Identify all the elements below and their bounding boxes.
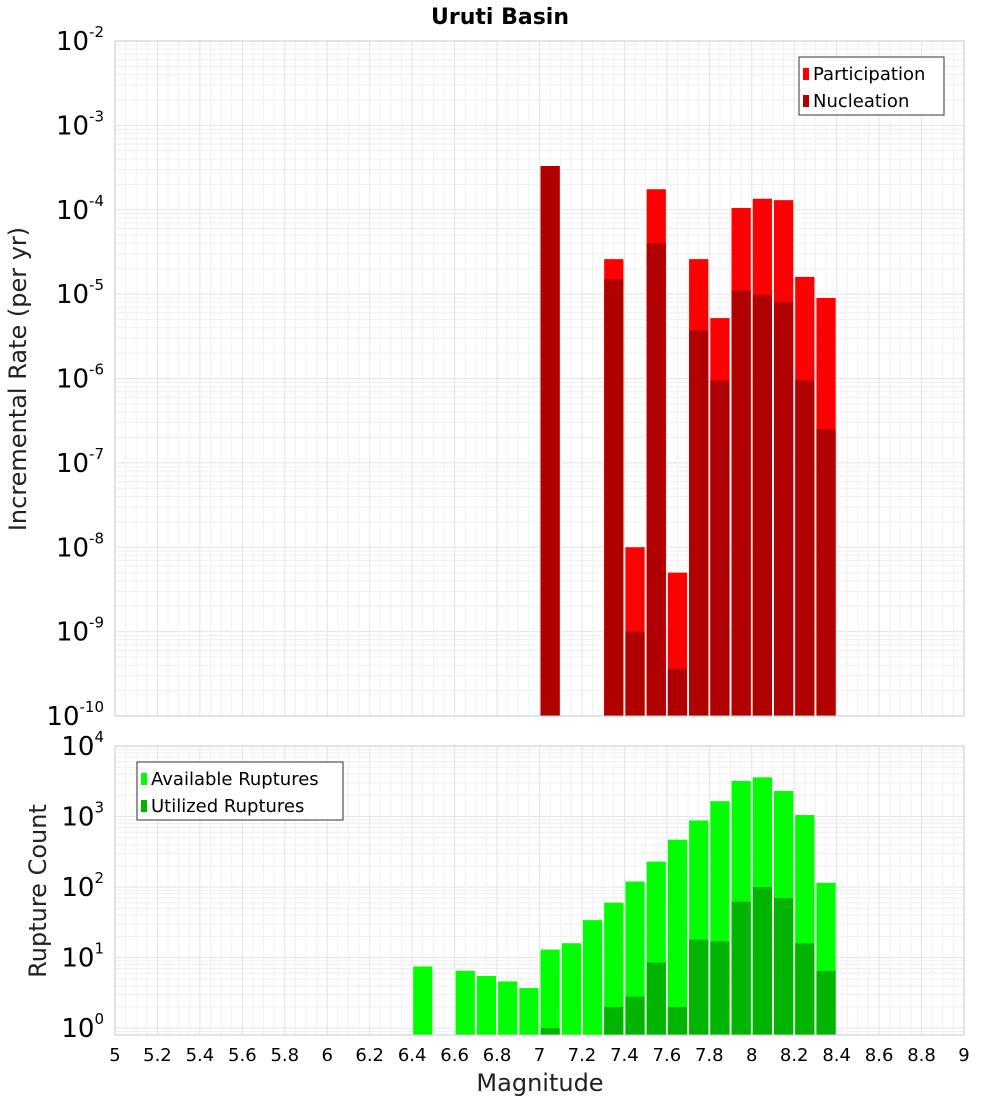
bottom-bar-available-ruptures xyxy=(561,943,581,1035)
bottom-bar-available-ruptures xyxy=(540,949,560,1035)
top-bar-nucleation xyxy=(752,294,772,716)
bottom-legend-label: Utilized Ruptures xyxy=(151,796,304,817)
x-tick-label: 8.2 xyxy=(780,1045,809,1066)
bottom-bar-available-ruptures xyxy=(519,988,539,1035)
bottom-bar-available-ruptures xyxy=(604,902,624,1035)
top-y-tick-label: 10-8 xyxy=(56,529,104,563)
bottom-y-tick-label: 103 xyxy=(61,799,104,833)
top-bar-nucleation xyxy=(710,380,730,716)
x-tick-label: 5.2 xyxy=(143,1045,172,1066)
bottom-legend: Available Ruptures Utilized Ruptures xyxy=(136,761,344,821)
x-tick-label: 8.4 xyxy=(822,1045,851,1066)
top-bar-nucleation xyxy=(625,631,645,717)
top-y-tick-label: 10-3 xyxy=(56,107,104,141)
x-axis-label: Magnitude xyxy=(476,1069,603,1097)
x-tick-label: 8.6 xyxy=(865,1045,894,1066)
bottom-bar-utilized-ruptures xyxy=(667,1006,688,1035)
top-bar-nucleation xyxy=(816,429,836,716)
top-legend-swatch xyxy=(803,95,809,107)
top-y-tick-label: 10-5 xyxy=(56,276,104,310)
top-grid xyxy=(114,40,965,717)
bottom-y-tick-label: 104 xyxy=(61,728,104,762)
x-tick-label: 5.4 xyxy=(186,1045,215,1066)
x-tick-label: 5.8 xyxy=(270,1045,299,1066)
top-y-tick-label: 10-9 xyxy=(56,614,104,648)
bottom-bars xyxy=(413,777,836,1035)
bottom-bar-utilized-ruptures xyxy=(646,962,666,1035)
x-tick-label: 7.8 xyxy=(695,1045,724,1066)
x-tick-label: 5 xyxy=(109,1045,120,1066)
bottom-bar-available-ruptures xyxy=(667,839,688,1035)
top-y-tick-label: 10-2 xyxy=(56,23,104,57)
bottom-y-tick-label: 101 xyxy=(61,940,104,974)
bottom-legend-swatch xyxy=(141,773,147,785)
bottom-y-axis-label: Rupture Count xyxy=(24,804,52,978)
top-bar-nucleation xyxy=(667,669,688,716)
chart-title: Uruti Basin xyxy=(431,5,569,30)
bottom-plot: 100 101 102 103 104 Available Ruptures Utilize… xyxy=(61,728,969,1066)
x-tick-label: 6.6 xyxy=(440,1045,469,1066)
x-tick-label: 6.2 xyxy=(355,1045,384,1066)
x-tick-label: 7 xyxy=(534,1045,545,1066)
x-tick-label: 9 xyxy=(958,1045,969,1066)
top-legend-label: Participation xyxy=(813,64,925,85)
bottom-bar-utilized-ruptures xyxy=(795,943,815,1035)
top-bar-nucleation xyxy=(773,302,794,716)
bottom-bar-utilized-ruptures xyxy=(540,1028,560,1035)
top-y-axis-label: Incremental Rate (per yr) xyxy=(4,227,32,531)
x-tick-label: 5.6 xyxy=(228,1045,257,1066)
top-legend: Participation Nucleation xyxy=(798,56,945,116)
top-bar-nucleation xyxy=(689,330,709,716)
bottom-legend-box xyxy=(136,761,344,821)
x-tick-label: 7.2 xyxy=(568,1045,597,1066)
top-bar-nucleation xyxy=(604,279,624,716)
x-tick-label: 6.8 xyxy=(483,1045,512,1066)
bottom-bar-utilized-ruptures xyxy=(689,939,709,1035)
x-tick-label: 8 xyxy=(746,1045,757,1066)
bottom-bar-available-ruptures xyxy=(476,975,497,1035)
bottom-bar-utilized-ruptures xyxy=(773,898,794,1035)
top-legend-box xyxy=(798,56,945,116)
x-tick-label: 6 xyxy=(322,1045,333,1066)
top-plot: 10-10 10-9 10-8 10-7 10-6 10-5 10-4 10-3 10-2 Par… xyxy=(46,23,965,732)
bottom-y-tick-label: 100 xyxy=(61,1010,104,1044)
top-bar-nucleation xyxy=(731,290,751,716)
top-bars xyxy=(540,166,836,717)
bottom-bar-utilized-ruptures xyxy=(816,970,836,1035)
bottom-legend-label: Available Ruptures xyxy=(151,769,319,790)
bottom-bar-utilized-ruptures xyxy=(604,1006,624,1035)
bottom-bar-utilized-ruptures xyxy=(710,941,730,1035)
bottom-bar-utilized-ruptures xyxy=(752,887,772,1035)
bottom-y-tick-label: 102 xyxy=(61,869,104,903)
top-plot-frame xyxy=(114,40,965,717)
bottom-bar-available-ruptures xyxy=(413,966,433,1035)
top-legend-swatch xyxy=(803,68,809,80)
x-tick-label: 7.6 xyxy=(653,1045,682,1066)
bottom-bar-available-ruptures xyxy=(582,920,603,1035)
x-tick-label: 6.4 xyxy=(398,1045,427,1066)
top-y-tick-label: 10-7 xyxy=(56,445,104,479)
bottom-plot-frame xyxy=(114,745,965,1036)
top-bar-nucleation xyxy=(795,380,815,716)
top-y-tick-label: 10-10 xyxy=(46,698,104,732)
top-y-tick-label: 10-6 xyxy=(56,361,104,395)
bottom-bar-utilized-ruptures xyxy=(731,901,751,1035)
bottom-bar-available-ruptures xyxy=(455,970,475,1035)
bottom-bar-utilized-ruptures xyxy=(625,996,645,1035)
x-tick-label: 7.4 xyxy=(610,1045,639,1066)
bottom-legend-swatch xyxy=(141,800,147,812)
top-bar-nucleation xyxy=(540,166,560,716)
x-tick-label: 8.8 xyxy=(907,1045,936,1066)
top-bar-nucleation xyxy=(646,243,666,716)
bottom-bar-available-ruptures xyxy=(498,981,518,1035)
top-legend-label: Nucleation xyxy=(813,91,909,112)
top-y-tick-label: 10-4 xyxy=(56,192,104,226)
